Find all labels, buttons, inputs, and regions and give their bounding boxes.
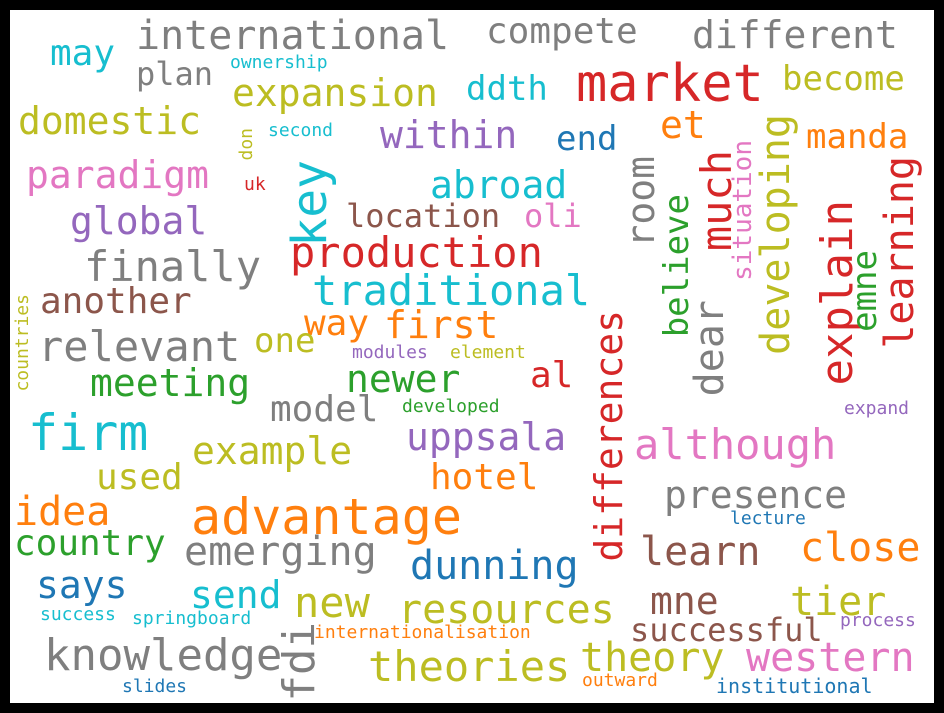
word-country: country [14, 523, 166, 564]
word-theories: theories [368, 642, 571, 691]
word-dunning: dunning [410, 543, 579, 589]
word-within: within [380, 113, 518, 157]
word-oli: oli [524, 197, 582, 235]
word-expand: expand [844, 398, 910, 419]
word-institutional: institutional [716, 674, 873, 698]
word-internationalisation: internationalisation [314, 622, 531, 643]
word-although: although [634, 420, 837, 469]
word-firm: firm [28, 404, 149, 462]
word-element: element [450, 342, 526, 363]
word-compete: compete [486, 11, 638, 52]
word-abroad: abroad [430, 163, 568, 207]
word-theory: theory [580, 635, 725, 681]
word-close: close [800, 525, 921, 571]
word-outward: outward [582, 670, 658, 691]
word-success: success [40, 604, 116, 625]
word-finally: finally [84, 242, 262, 291]
word-plan: plan [136, 55, 214, 93]
word-fdi: fdi [274, 622, 325, 702]
word-al: al [530, 355, 574, 396]
word-tier: tier [790, 579, 887, 625]
word-slides: slides [122, 676, 188, 697]
word-modules: modules [352, 342, 428, 363]
word-uppsala: uppsala [406, 415, 567, 459]
word-end: end [556, 119, 618, 159]
word-way: way [304, 303, 370, 344]
word-knowledge: knowledge [44, 630, 283, 681]
word-mne: mne [650, 579, 719, 623]
word-developed: developed [402, 396, 500, 417]
word-learning: learning [877, 156, 923, 349]
word-developing: developing [753, 114, 799, 355]
word-lecture: lecture [730, 508, 806, 529]
word-model: model [270, 389, 379, 430]
word-hotel: hotel [430, 457, 539, 498]
word-dear: dear [687, 300, 733, 397]
word-paradigm: paradigm [26, 153, 210, 197]
word-location: location [346, 197, 501, 235]
word-springboard: springboard [132, 608, 252, 629]
word-relevant: relevant [38, 322, 241, 371]
word-first: first [384, 303, 499, 347]
word-production: production [290, 228, 543, 277]
word-one: one [254, 321, 316, 361]
word-uk: uk [244, 174, 266, 195]
word-room: room [619, 156, 663, 248]
word-manda: manda [806, 117, 909, 157]
word-resources: resources [398, 587, 615, 633]
word-traditional: traditional [312, 266, 591, 315]
word-idea: idea [14, 489, 111, 535]
word-market: market [576, 54, 764, 114]
word-expansion: expansion [232, 71, 438, 115]
word-process: process [840, 610, 916, 631]
word-says: says [36, 563, 128, 607]
word-example: example [192, 429, 353, 473]
word-successful: successful [630, 611, 823, 649]
word-different: different [692, 13, 898, 57]
word-differences: differences [587, 310, 631, 562]
word-don: don [236, 128, 257, 161]
word-may: may [50, 33, 116, 74]
word-ddth: ddth [466, 69, 548, 109]
word-emerging: emerging [184, 529, 377, 575]
word-ownership: ownership [230, 52, 328, 73]
word-countries: countries [12, 294, 33, 392]
word-newer: newer [346, 357, 461, 401]
word-second: second [268, 120, 334, 141]
word-learn: learn [640, 529, 761, 575]
word-domestic: domestic [18, 99, 202, 143]
word-another: another [40, 281, 192, 322]
word-western: western [746, 635, 915, 681]
word-cloud: advantage market firm international compete d… [10, 10, 934, 703]
word-meeting: meeting [90, 361, 251, 405]
word-new: new [294, 578, 370, 627]
word-global: global [70, 199, 208, 243]
word-et: et [660, 103, 706, 147]
word-presence: presence [664, 473, 848, 517]
word-advantage: advantage [191, 488, 462, 546]
word-send: send [190, 573, 282, 617]
word-become: become [782, 59, 905, 99]
word-international: international [136, 13, 450, 59]
word-used: used [96, 457, 183, 498]
